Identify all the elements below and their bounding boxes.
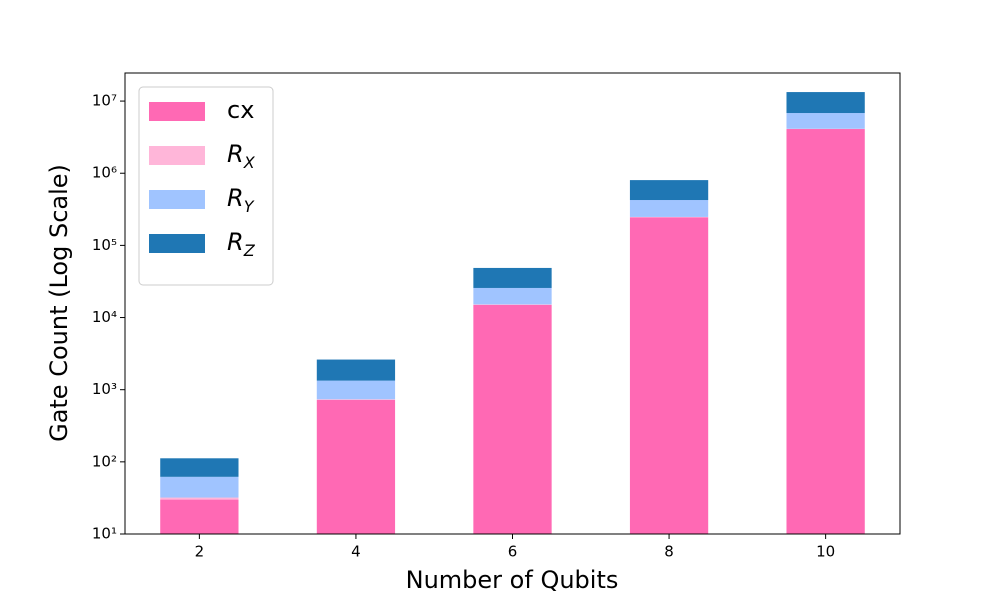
bar-segment <box>316 399 396 400</box>
legend-swatch <box>149 234 205 253</box>
bar-segment <box>160 458 239 477</box>
bar-segment <box>473 304 552 534</box>
bar-segment <box>629 217 709 535</box>
legend-label-sub: Z <box>243 241 256 260</box>
legend-label: cx <box>227 96 254 124</box>
bar-segment <box>160 499 239 534</box>
y-tick-label: 10⁴ <box>92 308 117 326</box>
legend-swatch <box>149 146 205 165</box>
y-tick-label: 10⁵ <box>92 236 117 254</box>
bar-segment <box>316 399 396 534</box>
bar-segment <box>473 267 552 288</box>
y-tick-label: 10¹ <box>92 525 117 543</box>
x-tick-label: 2 <box>195 543 205 561</box>
y-tick-label: 10⁶ <box>92 164 117 182</box>
legend-label: RX <box>227 140 256 172</box>
legend-label-sub: Y <box>244 197 255 216</box>
bar-segment <box>786 92 865 114</box>
bar-segment <box>786 129 865 534</box>
legend-swatch <box>149 102 205 121</box>
bar-segment <box>629 180 709 201</box>
x-tick-label: 8 <box>664 543 674 561</box>
bar-segment <box>160 476 239 498</box>
legend-swatch <box>149 190 205 209</box>
y-tick-label: 10⁷ <box>92 92 117 110</box>
x-tick-label: 4 <box>351 543 361 561</box>
x-tick-label: 6 <box>508 543 518 561</box>
bar-segment <box>316 380 396 400</box>
x-axis-label: Number of Qubits <box>406 566 619 594</box>
bar-segment <box>629 200 709 217</box>
y-tick-label: 10² <box>92 452 117 470</box>
x-tick-label: 10 <box>816 543 835 561</box>
legend-label-main: R <box>227 140 244 168</box>
legend-label: RZ <box>227 228 256 260</box>
bar-segment <box>786 113 865 129</box>
bar-segment <box>473 287 552 305</box>
legend-label: RY <box>227 184 255 216</box>
legend-label-main: R <box>227 228 244 256</box>
bar-segment <box>160 497 239 500</box>
y-tick-label: 10³ <box>92 380 117 398</box>
legend-label-sub: X <box>243 153 256 172</box>
bar-segment <box>316 359 396 381</box>
y-axis-label: Gate Count (Log Scale) <box>45 164 73 442</box>
legend-label-main: R <box>227 184 244 212</box>
